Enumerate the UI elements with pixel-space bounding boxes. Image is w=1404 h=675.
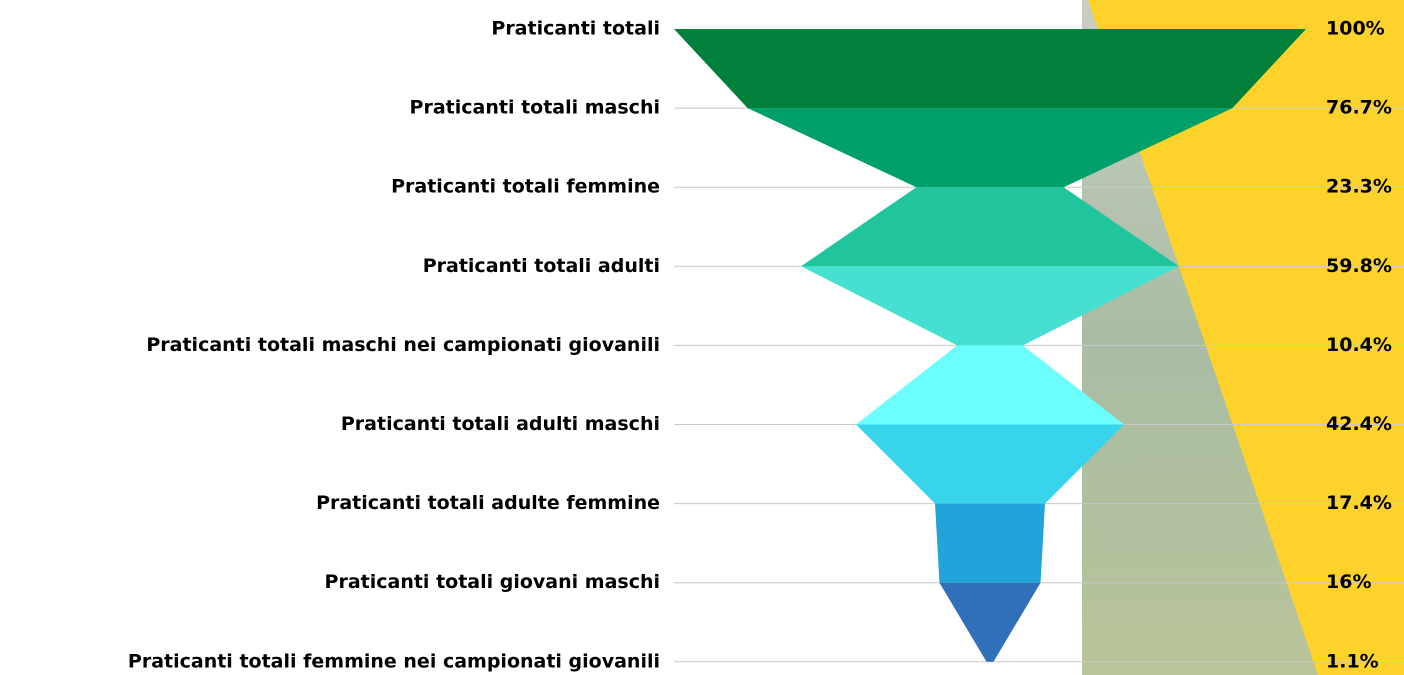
value-label: 1.1% bbox=[1326, 650, 1379, 672]
funnel-segment bbox=[935, 504, 1045, 583]
chart: Praticanti totali 100% Praticanti totali m… bbox=[0, 0, 1404, 675]
value-label: 76.7% bbox=[1326, 97, 1392, 119]
page: {"chart_data": {"type": "funnel", "categ… bbox=[0, 0, 1404, 675]
category-label: Praticanti totali adulti maschi bbox=[341, 413, 660, 435]
value-label: 42.4% bbox=[1326, 413, 1392, 435]
value-label: 23.3% bbox=[1326, 176, 1392, 198]
funnel-segment bbox=[674, 29, 1306, 108]
category-label: Praticanti totali femmine nei campionati… bbox=[128, 650, 660, 672]
value-label: 59.8% bbox=[1326, 255, 1392, 277]
value-label: 10.4% bbox=[1326, 334, 1392, 356]
value-label: 16% bbox=[1326, 571, 1371, 593]
category-label: Praticanti totali maschi nei campionati … bbox=[146, 334, 660, 356]
category-label: Praticanti totali adulti bbox=[423, 255, 660, 277]
value-label: 100% bbox=[1326, 18, 1385, 40]
category-label: Praticanti totali adulte femmine bbox=[316, 492, 660, 514]
value-label: 17.4% bbox=[1326, 492, 1392, 514]
funnel-segment bbox=[939, 583, 1040, 662]
category-label: Praticanti totali giovani maschi bbox=[325, 571, 660, 593]
category-label: Praticanti totali bbox=[491, 18, 660, 40]
category-label: Praticanti totali maschi bbox=[410, 97, 660, 119]
category-label: Praticanti totali femmine bbox=[391, 176, 660, 198]
